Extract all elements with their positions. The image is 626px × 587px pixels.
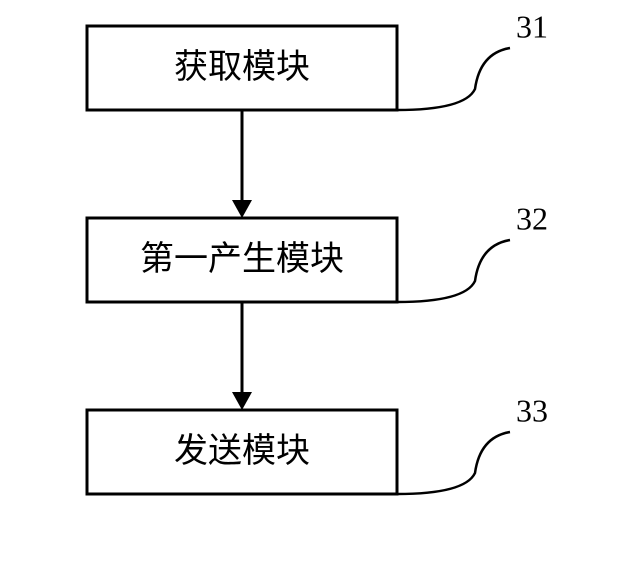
callout-n2	[397, 240, 510, 302]
flow-node-number-n1: 31	[516, 8, 548, 44]
arrowhead-icon	[232, 392, 252, 410]
flow-node-number-n3: 33	[516, 392, 548, 428]
callout-n1	[397, 48, 510, 110]
flow-node-label-n3: 发送模块	[174, 432, 310, 470]
arrowhead-icon	[232, 200, 252, 218]
flow-node-number-n2: 32	[516, 200, 548, 236]
flow-node-label-n2: 第一产生模块	[140, 240, 344, 278]
callout-n3	[397, 432, 510, 494]
flow-node-label-n1: 获取模块	[174, 48, 310, 86]
